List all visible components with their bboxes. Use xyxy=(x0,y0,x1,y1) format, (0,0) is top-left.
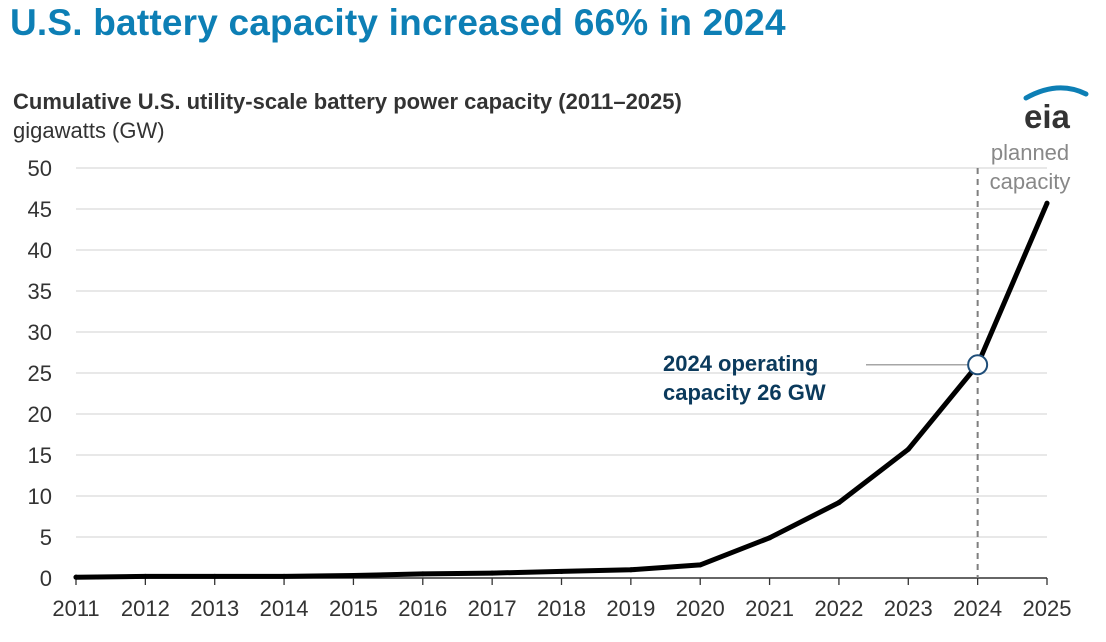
x-tick-label: 2021 xyxy=(745,596,794,621)
x-tick-label: 2018 xyxy=(537,596,586,621)
y-tick-label: 40 xyxy=(28,238,52,263)
data-point xyxy=(350,573,356,579)
gridlines xyxy=(76,167,1047,538)
series-group xyxy=(73,200,1050,580)
annotation-label: capacity 26 GW xyxy=(663,380,826,405)
annotation-marker xyxy=(967,354,989,376)
y-tick-label: 5 xyxy=(40,525,52,550)
y-axis-label: gigawatts (GW) xyxy=(13,118,165,143)
series-line xyxy=(73,200,1050,580)
data-point xyxy=(836,500,842,506)
x-tick-label: 2017 xyxy=(468,596,517,621)
data-point xyxy=(697,562,703,568)
y-axis-ticks: 0 5 10 15 20 25 30 35 40 45 50 xyxy=(28,156,52,591)
data-point xyxy=(628,567,634,573)
y-tick-label: 20 xyxy=(28,402,52,427)
logo-swoosh xyxy=(1023,85,1089,101)
x-tick-label: 2024 xyxy=(953,596,1002,621)
data-point xyxy=(420,571,426,577)
x-tick-label: 2014 xyxy=(260,596,309,621)
x-tick-label: 2013 xyxy=(190,596,239,621)
planned-capacity-marker: planned capacity xyxy=(976,140,1071,578)
x-tick-label: 2023 xyxy=(884,596,933,621)
x-tick-label: 2025 xyxy=(1023,596,1072,621)
data-point xyxy=(489,570,495,576)
y-tick-label: 35 xyxy=(28,279,52,304)
data-point xyxy=(212,573,218,579)
x-tick-label: 2020 xyxy=(676,596,725,621)
x-axis xyxy=(75,577,1048,585)
x-axis-ticks: 2011 2012 2013 2014 2015 2016 2017 2018 2019 2020… xyxy=(52,596,1071,621)
data-point xyxy=(281,573,287,579)
y-tick-label: 10 xyxy=(28,484,52,509)
x-tick-label: 2012 xyxy=(121,596,170,621)
x-tick-label: 2015 xyxy=(329,596,378,621)
y-tick-label: 45 xyxy=(28,197,52,222)
annotation-label: 2024 operating xyxy=(663,351,818,376)
annotation-group: 2024 operating capacity 26 GW xyxy=(663,351,989,405)
data-point xyxy=(905,446,911,452)
planned-capacity-label: capacity xyxy=(990,169,1071,194)
data-point xyxy=(142,573,148,579)
data-point xyxy=(767,535,773,541)
data-point xyxy=(73,574,79,580)
chart-title: Cumulative U.S. utility-scale battery po… xyxy=(13,89,682,114)
data-point xyxy=(559,568,564,574)
data-point xyxy=(1044,200,1050,206)
chart-headline: U.S. battery capacity increased 66% in 2… xyxy=(10,2,786,43)
x-tick-label: 2019 xyxy=(606,596,655,621)
logo-text: eia xyxy=(1024,98,1071,134)
y-tick-label: 0 xyxy=(40,566,52,591)
y-tick-label: 25 xyxy=(28,361,52,386)
y-tick-label: 30 xyxy=(28,320,52,345)
x-tick-label: 2022 xyxy=(814,596,863,621)
x-tick-label: 2016 xyxy=(398,596,447,621)
planned-capacity-label: planned xyxy=(991,140,1069,165)
y-tick-label: 50 xyxy=(28,156,52,181)
x-tick-label: 2011 xyxy=(52,596,99,621)
eia-logo: eia xyxy=(1023,85,1089,134)
y-tick-label: 15 xyxy=(28,443,52,468)
